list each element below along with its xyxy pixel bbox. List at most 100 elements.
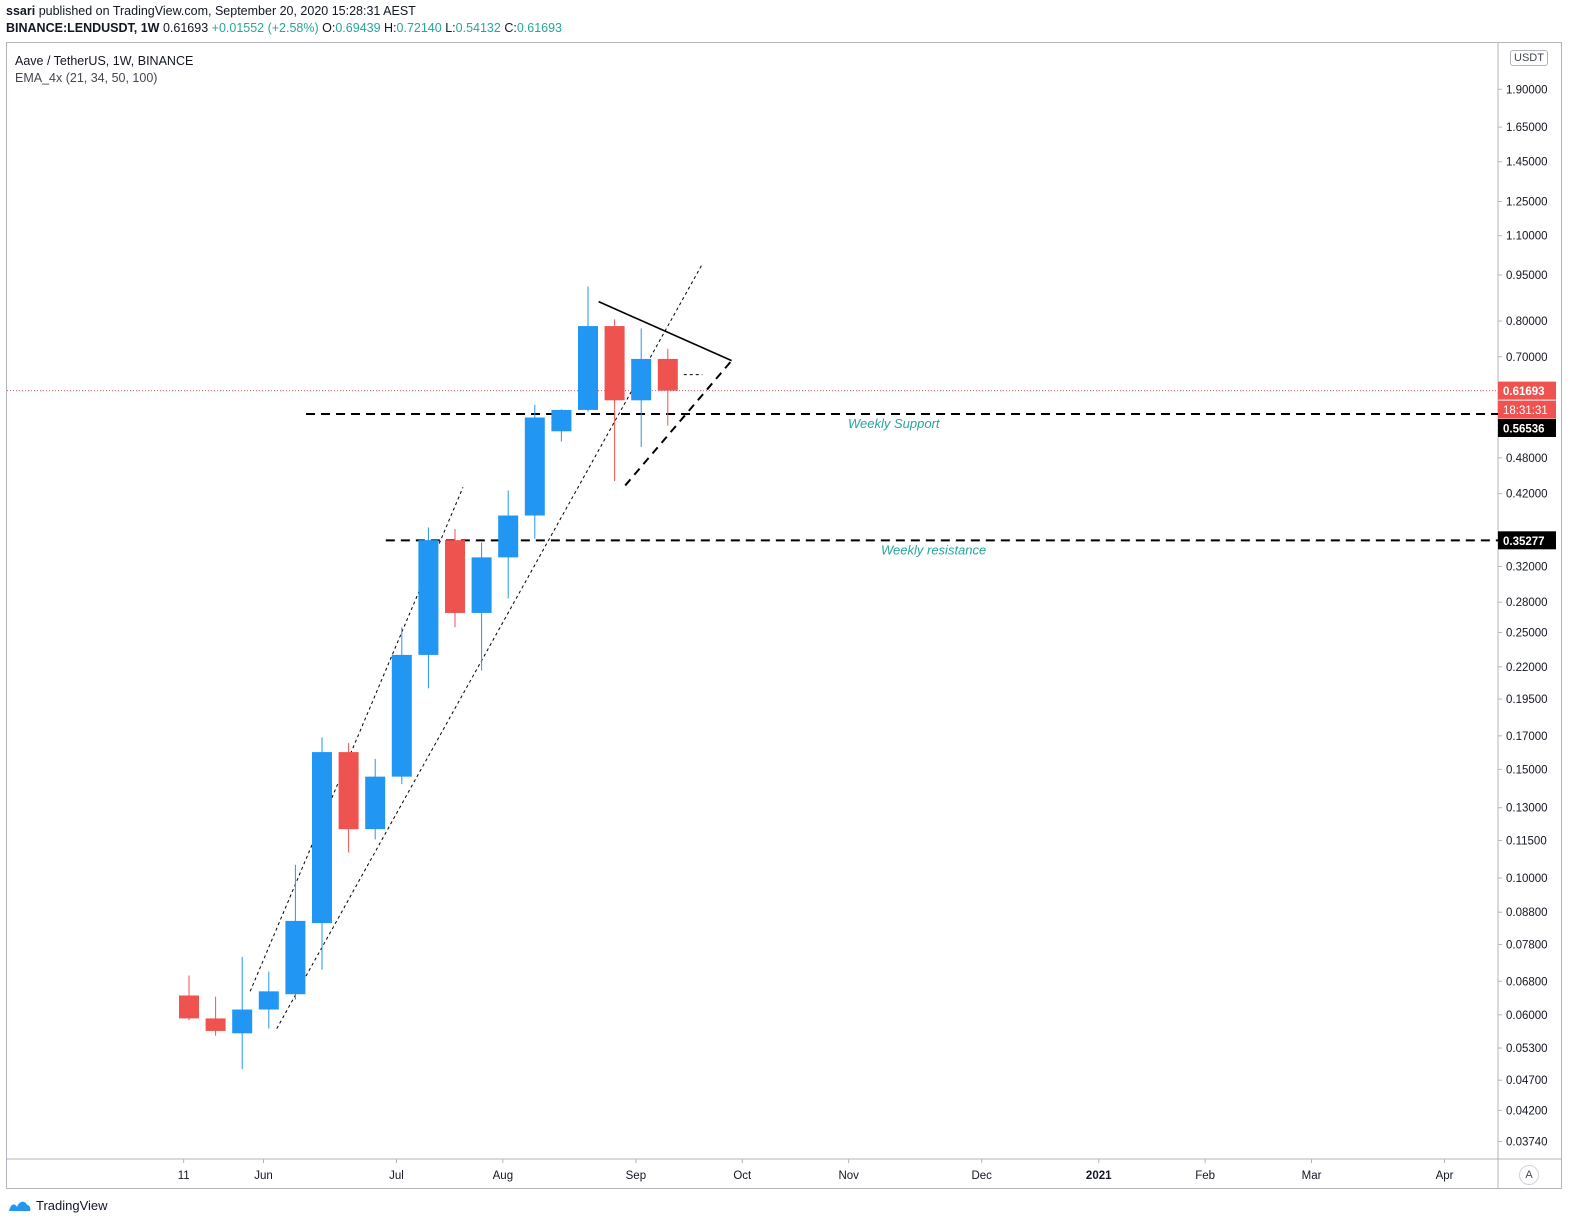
x-tick-label: Dec (971, 1170, 992, 1182)
candle-body (205, 1018, 226, 1031)
candle-12 (471, 542, 492, 671)
candle-body (312, 752, 332, 924)
candle-body (445, 540, 465, 613)
candle-body (551, 409, 572, 432)
y-tick-label: 0.11500 (1506, 836, 1547, 848)
price-axis[interactable]: 1.90000 1.65000 1.45000 1.25000 1.10000 0.950… (1498, 84, 1548, 1148)
candle-10 (418, 527, 439, 689)
x-tick-label: Apr (1436, 1170, 1454, 1182)
published-text: published on TradingView.com, September … (38, 4, 416, 18)
x-tick-label: Aug (493, 1170, 513, 1182)
y-tick-label: 0.06800 (1506, 976, 1548, 988)
y-tick-label: 0.95000 (1506, 270, 1548, 282)
x-tick-label: Jul (389, 1170, 404, 1182)
low-label: L: (445, 21, 456, 35)
trendlines-layer (249, 263, 733, 1029)
candle-19 (657, 348, 678, 426)
y-tick-label: 0.25000 (1506, 628, 1548, 640)
y-tick-label: 0.15000 (1506, 764, 1548, 776)
y-tick-label: 0.28000 (1506, 597, 1548, 609)
y-tick-label: 0.10000 (1506, 873, 1548, 885)
y-tick-label: 0.70000 (1506, 352, 1548, 364)
open-value: 0.69439 (335, 21, 381, 35)
candle-15 (551, 409, 572, 442)
candle-body (631, 358, 652, 401)
level-price-label-2: 0.35277 (1503, 536, 1545, 548)
candle-body (524, 417, 545, 516)
x-tick-label: Mar (1302, 1170, 1322, 1182)
candle-body (285, 920, 306, 995)
candle-11 (445, 529, 465, 628)
y-tick-label: 0.42000 (1506, 489, 1548, 501)
last-price: 0.61693 (162, 21, 209, 35)
candle-13 (498, 490, 519, 599)
time-axis[interactable]: 11 Jun Jul Aug Sep Oct Nov Dec 2021 Feb Mar Apr (178, 1159, 1454, 1182)
candle-body (338, 752, 359, 830)
x-tick-label: Feb (1195, 1170, 1215, 1182)
x-tick-label: Nov (838, 1170, 859, 1182)
candle-18 (631, 328, 652, 447)
level-price-label-2-bg (1498, 531, 1556, 550)
candle-body (498, 515, 519, 558)
level-price-label-1-bg (1498, 418, 1556, 437)
currency-badge[interactable]: USDT (1510, 50, 1548, 66)
candle-body (471, 557, 492, 613)
x-tick-label: 2021 (1086, 1170, 1112, 1182)
close-label: C: (504, 21, 517, 35)
x-tick-label: 11 (178, 1170, 190, 1182)
y-tick-label: 0.19500 (1506, 694, 1548, 706)
x-tick-label: Jun (254, 1170, 273, 1182)
candle-5 (285, 864, 306, 1000)
current-price-label: 0.61693 (1503, 386, 1545, 398)
candle-6 (312, 737, 332, 970)
autoscale-button[interactable]: A (1519, 1165, 1539, 1185)
candle-body (258, 991, 279, 1010)
y-tick-label: 0.48000 (1506, 453, 1548, 465)
level-annotation-1: Weekly Support (848, 416, 941, 431)
candle-8 (365, 758, 386, 840)
y-tick-label: 0.22000 (1506, 662, 1548, 674)
current-price-label-bg (1498, 381, 1556, 400)
candle-7 (338, 743, 359, 853)
candle-body (179, 995, 199, 1019)
trendline-1 (249, 487, 464, 992)
chart-frame[interactable] (6, 42, 1562, 1189)
close-value: 0.61693 (516, 21, 562, 35)
candle-14 (524, 404, 545, 539)
y-tick-label: 1.45000 (1506, 157, 1548, 169)
y-tick-label: 0.08800 (1506, 907, 1548, 919)
candle-1 (179, 975, 199, 1021)
candle-16 (578, 286, 598, 412)
candle-9 (391, 627, 412, 785)
y-tick-label: 0.17000 (1506, 731, 1548, 743)
candle-body (604, 326, 625, 401)
candle-body (578, 326, 598, 410)
y-tick-label: 0.03740 (1506, 1136, 1548, 1148)
candle-body (657, 358, 678, 391)
level-annotation-2: Weekly resistance (881, 542, 986, 557)
x-tick-label: Sep (626, 1170, 646, 1182)
candle-2 (205, 996, 226, 1036)
legend-indicator[interactable]: EMA_4x (21, 34, 50, 100) (15, 71, 158, 85)
trendline-2 (276, 263, 703, 1029)
y-tick-label: 0.04700 (1506, 1075, 1548, 1087)
footer: TradingView (8, 1198, 108, 1213)
y-tick-label: 0.80000 (1506, 316, 1548, 328)
countdown-label: 18:31:31 (1503, 405, 1548, 417)
brand-name: TradingView (36, 1198, 108, 1213)
y-tick-label: 0.05300 (1506, 1043, 1548, 1055)
candles-layer (179, 286, 678, 1070)
x-tick-label: Oct (733, 1170, 752, 1182)
candle-17 (604, 319, 625, 482)
change: +0.01552 (+2.58%) (211, 21, 319, 35)
publish-info: ssari published on TradingView.com, Sept… (6, 4, 416, 18)
candle-body (418, 540, 439, 655)
level-price-label-1: 0.56536 (1503, 423, 1545, 435)
candle-body (391, 654, 412, 777)
candle-3 (232, 956, 253, 1070)
y-tick-label: 0.04200 (1506, 1105, 1548, 1117)
legend-title: Aave / TetherUS, 1W, BINANCE (15, 54, 194, 68)
y-tick-label: 1.65000 (1506, 122, 1548, 134)
publisher-name: ssari (6, 4, 36, 18)
